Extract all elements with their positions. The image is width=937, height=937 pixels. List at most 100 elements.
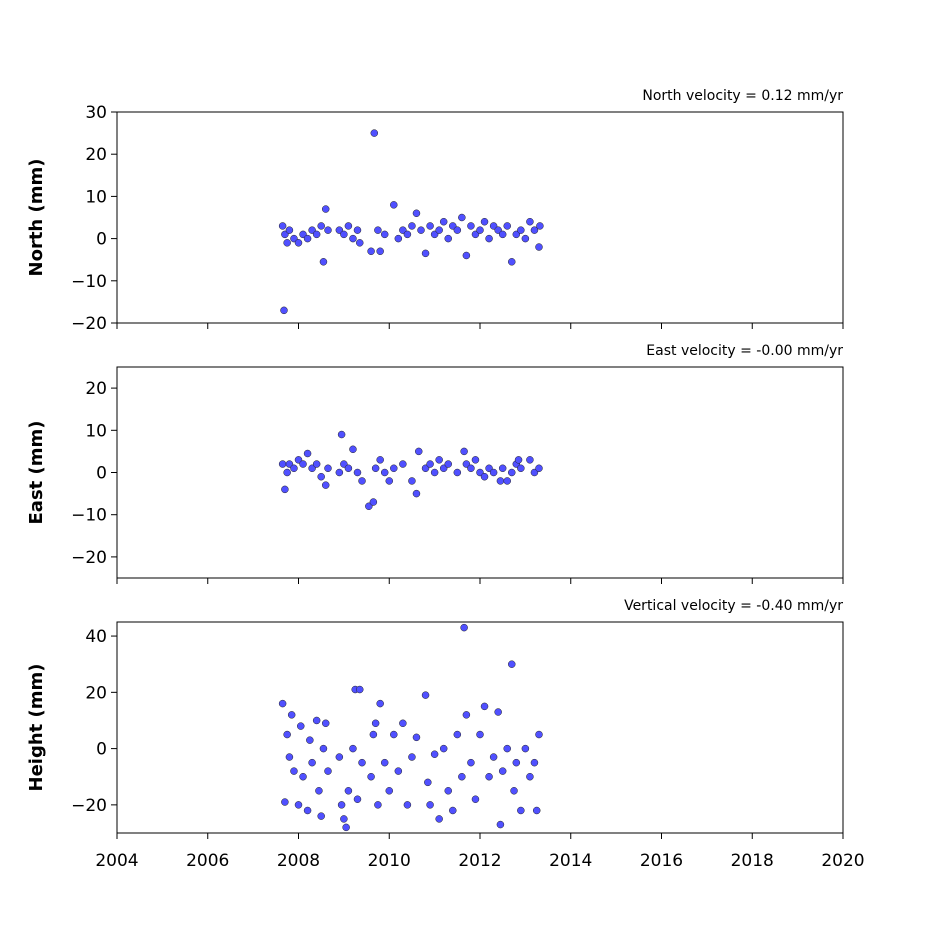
y-tick-label: 0 [96, 464, 107, 484]
x-tick-label: 2004 [95, 851, 138, 871]
point [390, 730, 398, 739]
point [376, 247, 384, 256]
point [421, 249, 430, 258]
point [460, 447, 468, 456]
point [303, 806, 312, 815]
annotation: East velocity = -0.00 mm/yr [646, 343, 843, 359]
point [294, 801, 303, 809]
point [444, 234, 452, 243]
point [526, 772, 534, 781]
point [471, 795, 480, 803]
point [285, 753, 294, 761]
plot-frame [116, 366, 844, 579]
x-tick-label: 2012 [458, 851, 501, 871]
point [367, 772, 375, 781]
point [344, 464, 353, 473]
point [324, 767, 332, 775]
point [530, 758, 539, 767]
point [374, 226, 382, 234]
point [498, 230, 507, 239]
point [467, 758, 475, 767]
point [356, 685, 364, 694]
point [380, 468, 389, 477]
point [297, 722, 305, 730]
y-axis-label: Height (mm) [26, 664, 47, 792]
point [485, 772, 493, 781]
y-tick-label: −10 [71, 272, 107, 292]
point [283, 730, 291, 739]
plot-frame [116, 621, 844, 834]
y-tick-label: 20 [85, 145, 107, 165]
point [435, 456, 443, 464]
point [517, 806, 525, 815]
point [462, 711, 471, 719]
point [370, 129, 379, 137]
point [399, 460, 407, 468]
point [480, 702, 489, 711]
point [317, 222, 325, 230]
x-tick-label: 2018 [731, 851, 774, 871]
point [390, 464, 398, 473]
point [512, 758, 521, 767]
point [498, 464, 507, 473]
point [278, 222, 287, 230]
point [426, 222, 434, 230]
y-tick-label: 20 [85, 379, 107, 399]
point [287, 711, 296, 719]
point [376, 699, 384, 708]
point [485, 234, 493, 243]
point [312, 460, 321, 468]
point [319, 258, 328, 266]
point [349, 744, 357, 753]
point [353, 468, 362, 477]
point [340, 815, 348, 823]
plot-frame [116, 111, 844, 324]
point [408, 753, 416, 761]
y-tick-label: 40 [85, 627, 107, 647]
point [526, 217, 534, 226]
point [498, 767, 507, 775]
point [444, 787, 452, 795]
point [514, 456, 523, 464]
point [535, 730, 543, 739]
point [324, 226, 332, 234]
point [290, 767, 298, 775]
point [353, 226, 362, 234]
point [283, 239, 291, 247]
point [290, 464, 298, 473]
point [380, 230, 389, 239]
point [353, 795, 362, 803]
y-tick-label: −10 [71, 506, 107, 526]
point [521, 744, 530, 753]
point [315, 787, 323, 795]
point [385, 787, 393, 795]
y-tick-label: 10 [85, 421, 107, 441]
point [371, 719, 380, 728]
point [412, 489, 421, 498]
point [526, 456, 534, 464]
point [367, 247, 375, 256]
x-tick-label: 2006 [186, 851, 229, 871]
y-axis-label: North (mm) [26, 159, 47, 277]
point [412, 209, 421, 218]
y-tick-label: −20 [71, 796, 107, 816]
point [394, 767, 403, 775]
point [510, 787, 518, 795]
y-tick-label: 30 [85, 103, 107, 123]
point [430, 468, 439, 477]
point [508, 660, 516, 668]
point [299, 772, 307, 781]
point [444, 460, 452, 468]
point [376, 456, 384, 464]
point [467, 464, 475, 473]
point [340, 230, 348, 239]
point [394, 234, 403, 243]
y-axis-label: East (mm) [26, 421, 47, 525]
point [430, 750, 439, 758]
point [317, 812, 325, 820]
point [299, 460, 307, 468]
point [312, 230, 321, 239]
point [503, 744, 511, 753]
point [435, 226, 443, 234]
point [285, 226, 294, 234]
